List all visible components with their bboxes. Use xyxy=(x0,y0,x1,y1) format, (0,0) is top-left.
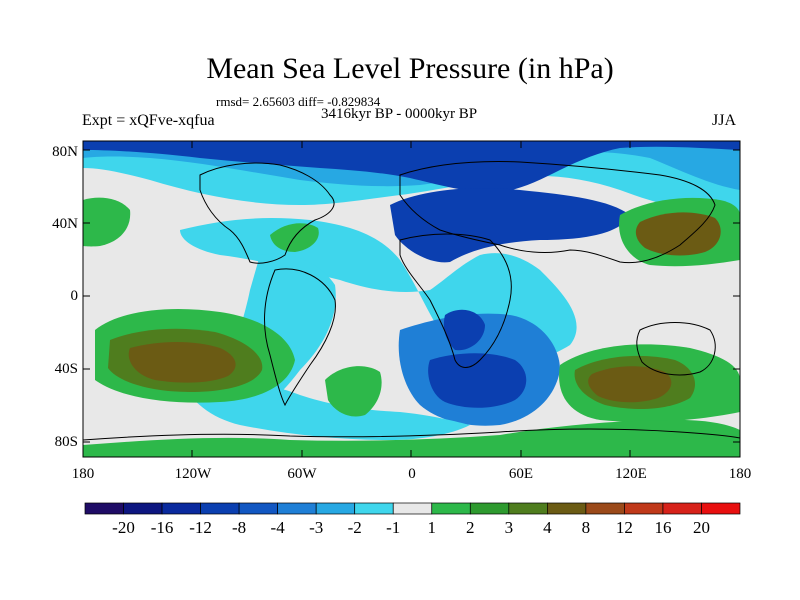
lon-label-120w: 120W xyxy=(174,466,212,482)
asia-deep-blue-low xyxy=(390,188,630,263)
south-atlantic-green xyxy=(325,366,382,417)
colorbar-swatch xyxy=(200,502,240,515)
colorbar-swatch xyxy=(701,502,741,515)
south-america-coast xyxy=(264,268,336,407)
colorbar-swatch xyxy=(354,502,394,515)
colorbar-swatch xyxy=(431,502,471,515)
colorbar-swatch xyxy=(277,502,317,515)
africa-coast xyxy=(399,233,512,368)
stats-line: rmsd= 2.65603 diff= -0.829834 xyxy=(216,94,381,109)
northeast-pacific-green xyxy=(83,197,131,247)
colorbar-label: 20 xyxy=(692,518,710,537)
colorbar-label: -8 xyxy=(232,518,247,537)
colorbar-label: 8 xyxy=(581,518,591,537)
lon-label-180w: 180 xyxy=(71,466,95,482)
lon-label-120e: 120E xyxy=(615,466,647,482)
colorbar-label: 1 xyxy=(427,518,437,537)
lat-label-40n: 40N xyxy=(52,216,78,232)
lon-label-180e: 180 xyxy=(728,466,752,482)
south-pacific-brown xyxy=(128,342,236,383)
colorbar-swatch xyxy=(585,502,625,515)
south-atlantic-deep xyxy=(428,353,527,408)
colorbar xyxy=(84,502,741,515)
colorbar-swatch xyxy=(392,502,433,515)
colorbar-label: 2 xyxy=(466,518,475,537)
lon-label-60e: 60E xyxy=(508,466,534,482)
lon-label-0: 0 xyxy=(408,466,416,482)
colorbar-label: -12 xyxy=(189,518,212,537)
north-pacific-brown xyxy=(635,212,721,256)
colorbar-swatch xyxy=(469,502,510,515)
colorbar-label: 16 xyxy=(654,518,672,537)
colorbar-label: -4 xyxy=(270,518,285,537)
colorbar-swatch xyxy=(624,502,664,515)
experiment-label: Expt = xQFve-xqfua xyxy=(82,112,215,129)
coastlines xyxy=(83,161,740,441)
colorbar-swatch xyxy=(315,502,356,515)
lon-label-60w: 60W xyxy=(287,466,317,482)
colorbar-swatch xyxy=(161,502,201,515)
arctic-deep-blue xyxy=(83,141,740,193)
colorbar-swatch xyxy=(662,502,702,515)
indian-ocean-brown xyxy=(588,366,672,403)
colorbar-swatch xyxy=(123,502,163,515)
colorbar-swatch xyxy=(238,502,278,515)
axis-ticks xyxy=(82,141,741,457)
southern-africa-blue xyxy=(443,309,485,351)
colorbar-swatch xyxy=(84,502,124,515)
period-label: 3416kyr BP - 0000kyr BP xyxy=(321,106,478,122)
colorbar-swatch xyxy=(508,502,548,515)
eurasia-coast xyxy=(399,161,716,264)
colorbar-label: 4 xyxy=(543,518,552,537)
map-field xyxy=(83,141,740,457)
antarctica-coast xyxy=(83,428,740,441)
lat-label-80n: 80N xyxy=(52,144,78,160)
colorbar-label: -2 xyxy=(347,518,362,537)
lat-label-0: 0 xyxy=(70,288,79,304)
lat-label-80s: 80S xyxy=(54,434,78,450)
colorbar-label: -1 xyxy=(386,518,401,537)
lat-label-40s: 40S xyxy=(54,361,78,377)
colorbar-label: 12 xyxy=(615,518,633,537)
colorbar-label: -3 xyxy=(309,518,324,537)
colorbar-label: -16 xyxy=(150,518,174,537)
colorbar-swatch xyxy=(547,502,587,515)
colorbar-label: 3 xyxy=(504,518,514,537)
north-america-coast xyxy=(199,162,335,264)
chart-title: Mean Sea Level Pressure (in hPa) xyxy=(206,52,614,85)
australia-coast xyxy=(636,322,716,376)
season-label: JJA xyxy=(712,112,737,129)
colorbar-label: -20 xyxy=(112,518,135,537)
